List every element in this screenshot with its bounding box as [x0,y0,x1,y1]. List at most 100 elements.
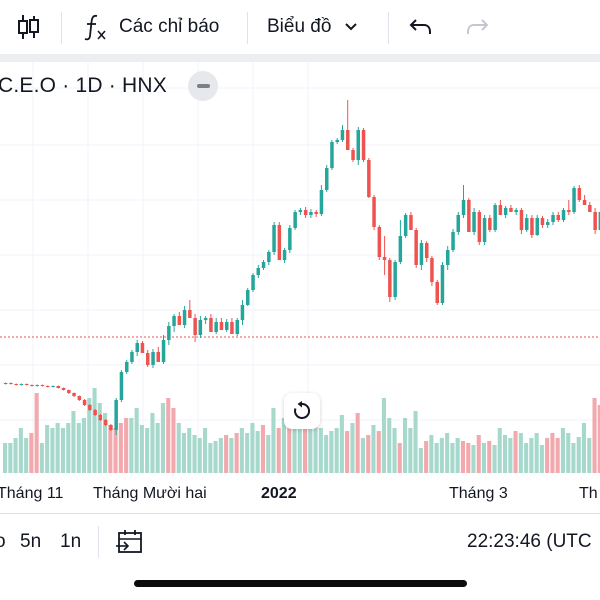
volume-bar [34,393,39,473]
volume-bar [150,413,155,473]
candle-body [109,425,113,430]
volume-bar [466,443,471,473]
candle-body [40,385,45,386]
candle-body [519,210,524,230]
candle-body [330,142,334,168]
volume-bar [97,403,102,473]
volume-bar [534,433,539,473]
volume-bar [371,425,376,473]
volume-bar [155,423,160,473]
volume-bar [39,443,44,473]
chart-type-label: Biểu đồ [267,16,332,37]
go-to-date-button[interactable] [115,514,145,570]
candle-body [161,340,166,362]
chart-type-candle-button[interactable] [16,0,40,54]
candle-body [235,320,239,334]
volume-bar [324,435,329,473]
volume-bar [487,441,492,473]
volume-bar [592,398,597,473]
candle-body [409,215,413,230]
volume-bar [171,408,176,473]
x-label: Th [579,485,598,502]
candle-body [3,383,8,384]
volume-bar [481,443,486,473]
candle-body [282,250,287,260]
collapse-legend-button[interactable] [188,71,218,101]
volume-bar [113,428,118,473]
candle-body [103,420,108,425]
candle-body [472,212,476,232]
volume-bar [55,423,60,473]
volume-bar [218,438,223,473]
x-label: Tháng Mười hai [93,485,207,502]
candle-body [25,384,29,385]
undo-button[interactable] [408,0,434,54]
volume-bar [397,443,402,473]
candle-body [67,390,71,393]
volume-bar [76,423,81,473]
candle-body [377,227,382,257]
volume-bar [234,433,239,473]
candle-body [488,218,492,230]
toolbar-divider [388,12,389,44]
volume-bar [271,408,276,473]
candle-body [214,322,218,332]
range-1n-button[interactable]: 1n [60,531,82,552]
candle-body [556,215,560,220]
candle-body [398,236,403,262]
volume-bar [355,413,360,473]
candle-body [156,352,160,362]
volume-bar [8,443,13,473]
volume-bar [208,443,213,473]
volume-bar [50,428,55,473]
chart-type-dropdown[interactable]: Biểu đồ [267,0,359,54]
volume-bar [439,438,444,473]
volume-bar [413,411,418,473]
range-cut-button[interactable]: o [0,531,6,552]
candle-body [256,268,260,275]
candle-body [119,372,124,400]
volume-bar [87,398,92,473]
reset-chart-button[interactable] [284,393,320,429]
candle-body [388,260,392,297]
candle-body [403,215,408,236]
candle-body [277,225,282,260]
candle-body [356,130,360,160]
volume-bar [166,398,171,473]
candle-body [367,160,371,197]
candle-body [93,410,97,415]
candle-body [598,212,600,230]
candle-body [561,210,566,220]
volume-bar [18,428,23,473]
candle-body [530,218,534,235]
bottom-divider-v [98,526,99,558]
volume-bar [403,418,408,473]
indicators-button[interactable]: Các chỉ báo [83,0,219,54]
candle-body [414,230,418,265]
volume-bar [360,438,365,473]
candle-body [193,318,197,335]
price-chart[interactable] [0,62,600,512]
volume-bar [492,445,497,473]
candle-body [493,205,497,230]
bottom-toolbar: o 5n 1n 22:23:46 (UTC [0,514,600,570]
candle-body [577,188,582,200]
candle-body [351,150,355,160]
volume-bar [292,415,297,473]
volume-bar [250,423,255,473]
candle-body [567,210,571,212]
candle-body [446,250,450,265]
candle-body [498,205,503,215]
redo-button[interactable] [464,0,490,54]
top-toolbar: Các chỉ báo Biểu đồ [0,0,600,54]
candle-body [151,352,155,365]
candle-body [82,400,87,405]
clock-time[interactable]: 22:23:46 (UTC [467,531,592,552]
candle-body [309,212,313,215]
candle-body [146,353,150,365]
volume-bar [203,428,208,473]
chevron-down-icon [345,23,358,31]
range-5n-button[interactable]: 5n [20,531,42,552]
candle-body [77,396,82,400]
candle-body [419,243,424,265]
